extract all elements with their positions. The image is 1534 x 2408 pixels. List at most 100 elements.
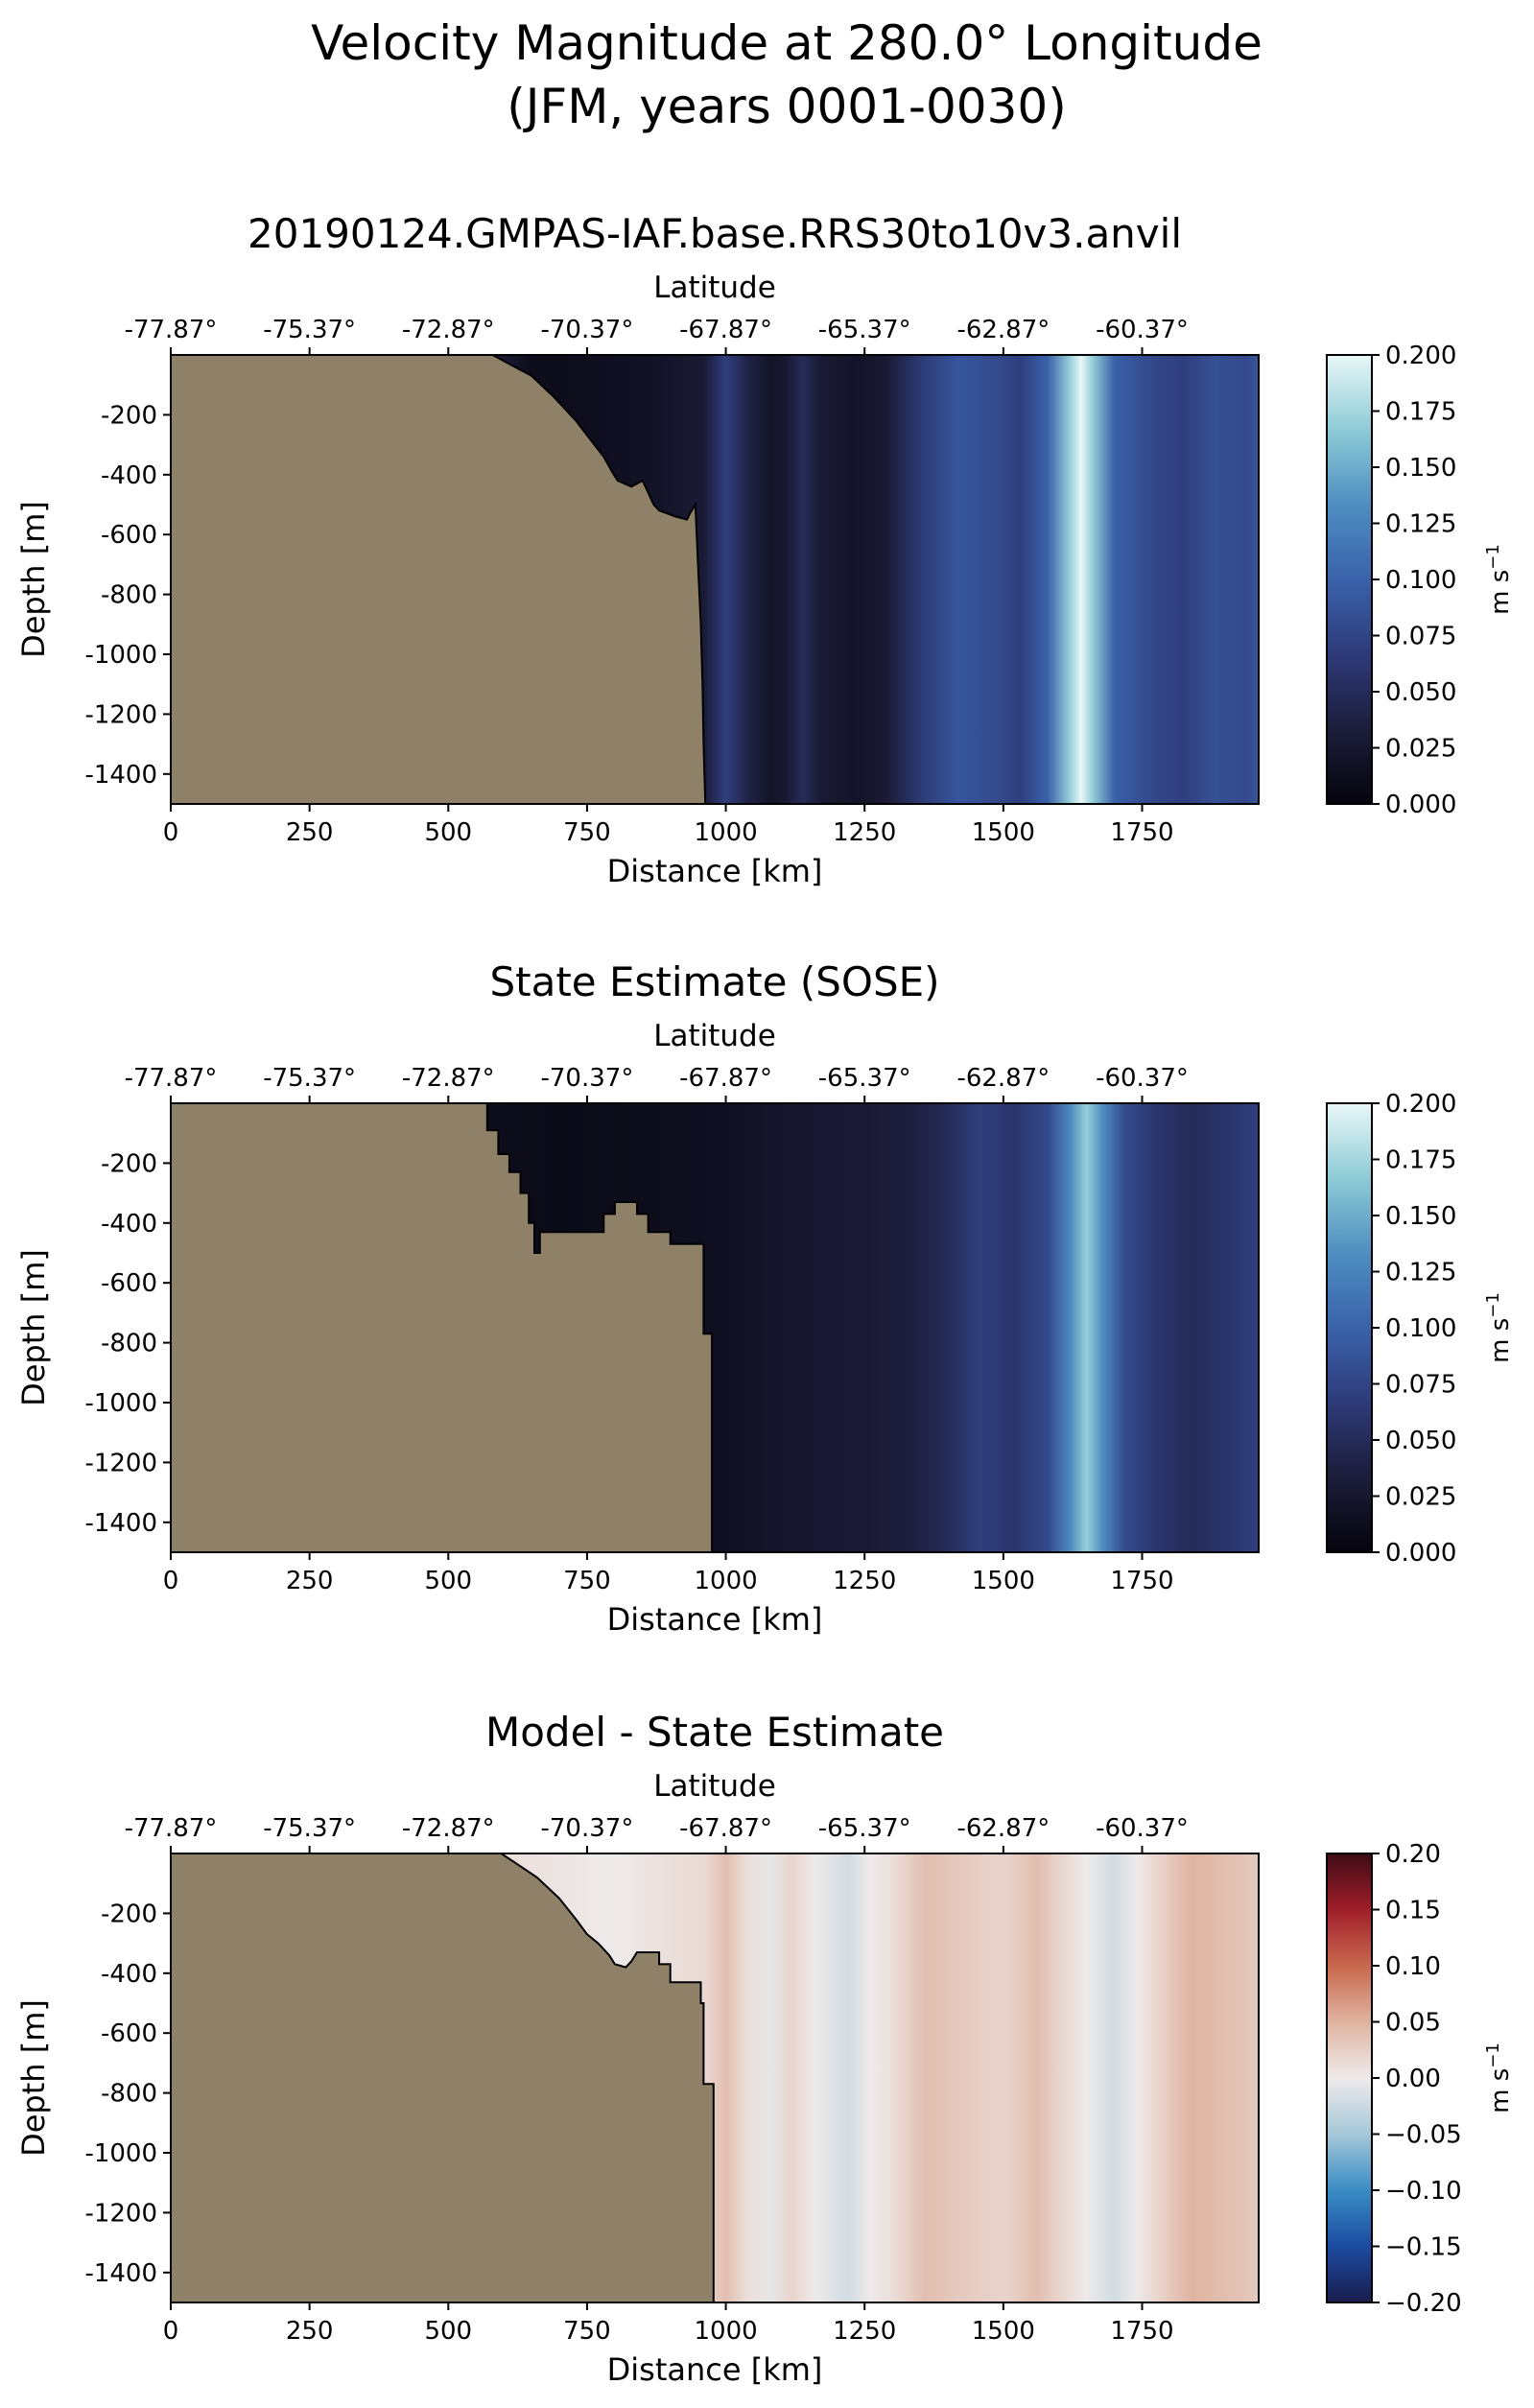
colorbar-tick-label: −0.20 (1385, 2289, 1462, 2318)
axes-frame (170, 1102, 1260, 1553)
y-axis-label: Depth [m] (15, 1999, 52, 2157)
lat-tick-label: -77.87° (125, 1814, 218, 1843)
colorbar-unit-exponent: −1 (1483, 1292, 1503, 1318)
colorbar-label: m s−1 (1483, 2042, 1515, 2113)
lat-tick-label: -77.87° (125, 316, 218, 344)
y-tick-label: -1200 (84, 2199, 157, 2228)
colorbar-tick-label: 0.15 (1385, 1897, 1441, 1925)
land-mask (170, 1102, 714, 1553)
lat-tick-label: -60.37° (1096, 316, 1189, 344)
chart-panel-2: State Estimate (SOSE) Latitude -77.87° -75.… (15, 958, 1515, 1638)
y-tick-label: -800 (101, 2080, 157, 2109)
colorbar-tick-label: −0.05 (1385, 2121, 1462, 2150)
lat-tick-label: -70.37° (541, 1814, 634, 1843)
x-tick-label: 0 (163, 1567, 179, 1595)
lat-tick-label: -72.87° (402, 1064, 495, 1093)
colorbar-tick-label: 0.050 (1385, 1427, 1456, 1455)
colorbar-label: m s−1 (1483, 544, 1515, 615)
x-tick-label: 1500 (972, 1567, 1035, 1595)
colorbar-tick-label: 0.075 (1385, 1371, 1456, 1400)
lat-tick-label: -60.37° (1096, 1814, 1189, 1843)
top-axis-label: Latitude (653, 271, 776, 305)
chart-panel-1: 20190124.GMPAS-IAF.base.RRS30to10v3.anvi… (15, 210, 1515, 889)
colorbar-tick-label: 0.10 (1385, 1952, 1441, 1981)
colorbar-unit-exponent: −1 (1483, 544, 1503, 570)
x-tick-label: 250 (286, 818, 334, 847)
colorbar-unit: m s (1486, 1318, 1515, 1363)
lat-tick-label: -62.87° (956, 1064, 1050, 1093)
land-mask (170, 1853, 715, 2303)
colorbar-tick-label: 0.20 (1385, 1840, 1441, 1869)
x-tick-label: 250 (286, 1567, 334, 1595)
x-tick-label: 1500 (972, 818, 1035, 847)
y-tick-label: -200 (101, 1900, 157, 1928)
x-tick-label: 1750 (1110, 818, 1173, 847)
x-tick-label: 500 (424, 1567, 472, 1595)
colorbar-tick-label: 0.050 (1385, 678, 1456, 707)
x-tick-label: 1500 (972, 2317, 1035, 2346)
colorbar-tick-label: 0.150 (1385, 1202, 1456, 1231)
x-tick-label: 0 (163, 818, 179, 847)
colorbar-tick-label: 0.100 (1385, 566, 1456, 595)
x-tick-label: 1000 (694, 2317, 757, 2346)
lat-tick-label: -67.87° (679, 1064, 772, 1093)
x-axis-label: Distance [km] (607, 2351, 823, 2388)
y-tick-label: -400 (101, 1210, 157, 1239)
y-tick-label: -1000 (84, 2139, 157, 2168)
colorbar-tick-label: 0.200 (1385, 342, 1456, 370)
colorbar-tick-label: 0.025 (1385, 735, 1456, 764)
colorbar-tick-label: 0.200 (1385, 1090, 1456, 1119)
x-axis-label: Distance [km] (607, 1601, 823, 1638)
top-axis-label: Latitude (653, 1769, 776, 1804)
lat-tick-label: -67.87° (679, 1814, 772, 1843)
colorbar-unit: m s (1486, 2068, 1515, 2113)
x-tick-label: 1750 (1110, 1567, 1173, 1595)
lat-tick-label: -75.37° (263, 1064, 356, 1093)
colorbar-tick-label: 0.000 (1385, 1539, 1456, 1568)
x-tick-label: 1250 (833, 1567, 896, 1595)
y-tick-label: -400 (101, 1960, 157, 1989)
colorbar-tick-label: −0.10 (1385, 2177, 1462, 2206)
lat-tick-label: -70.37° (541, 316, 634, 344)
lat-tick-label: -60.37° (1096, 1064, 1189, 1093)
colorbar-tick-label: 0.175 (1385, 398, 1456, 427)
x-tick-label: 750 (563, 818, 611, 847)
colorbar-unit: m s (1486, 570, 1515, 615)
y-tick-label: -1400 (84, 1509, 157, 1538)
colorbar-tick-label: 0.125 (1385, 1259, 1456, 1287)
y-tick-label: -1000 (84, 641, 157, 670)
x-tick-label: 750 (563, 1567, 611, 1595)
suptitle-line-2: (JFM, years 0001-0030) (507, 79, 1066, 134)
x-tick-label: 0 (163, 2317, 179, 2346)
suptitle-line-1: Velocity Magnitude at 280.0° Longitude (311, 15, 1263, 71)
colorbar-tick-label: 0.05 (1385, 2009, 1441, 2038)
y-tick-label: -1200 (84, 700, 157, 729)
y-tick-label: -800 (101, 1330, 157, 1358)
colorbar (1326, 1102, 1373, 1553)
y-axis-label: Depth [m] (15, 1249, 52, 1406)
y-tick-label: -400 (101, 461, 157, 490)
colorbar-tick-label: 0.150 (1385, 454, 1456, 483)
colorbar-unit-exponent: −1 (1483, 2042, 1503, 2068)
lat-tick-label: -75.37° (263, 1814, 356, 1843)
y-tick-label: -1400 (84, 2259, 157, 2288)
y-axis-label: Depth [m] (15, 501, 52, 658)
axes-frame (170, 354, 1260, 805)
lat-tick-label: -65.37° (818, 316, 911, 344)
x-tick-label: 1250 (833, 2317, 896, 2346)
y-tick-label: -600 (101, 521, 157, 550)
panel-title: Model - State Estimate (485, 1709, 944, 1756)
y-tick-label: -200 (101, 1149, 157, 1178)
y-tick-label: -800 (101, 581, 157, 610)
colorbar-tick-label: 0.075 (1385, 623, 1456, 651)
x-axis-label: Distance [km] (607, 853, 823, 889)
lat-tick-label: -72.87° (402, 1814, 495, 1843)
lat-tick-label: -62.87° (956, 316, 1050, 344)
panel-title: State Estimate (SOSE) (489, 958, 939, 1005)
lat-tick-label: -65.37° (818, 1814, 911, 1843)
lat-tick-label: -67.87° (679, 316, 772, 344)
x-tick-label: 500 (424, 2317, 472, 2346)
y-tick-label: -600 (101, 1269, 157, 1298)
colorbar-tick-label: 0.000 (1385, 791, 1456, 819)
